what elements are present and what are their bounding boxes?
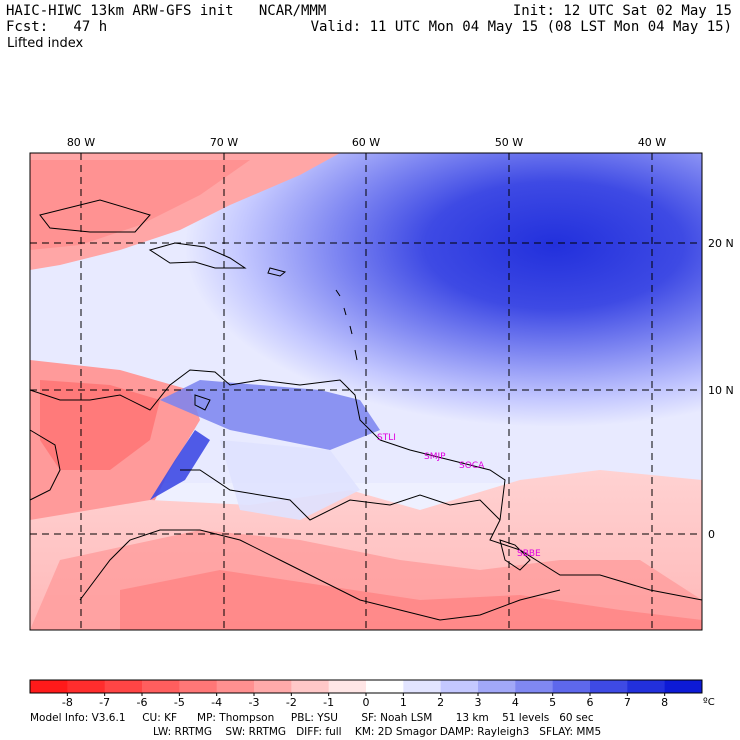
colorbar-swatch [403, 680, 442, 693]
colorbar-swatch [366, 680, 404, 693]
colorbar-swatch [104, 680, 143, 693]
colorbar-tick-label: 3 [475, 696, 482, 709]
colorbar-tick-label: -8 [62, 696, 73, 709]
footer-physics-info: LW: RRTMG SW: RRTMG DIFF: full KM: 2D Sm… [153, 726, 602, 738]
colorbar-swatch [515, 680, 554, 693]
lon-label-60w: 60 W [352, 136, 380, 149]
colorbar-tick-label: 6 [587, 696, 594, 709]
colorbar-swatch [328, 680, 367, 693]
lon-label-50w: 50 W [495, 136, 523, 149]
colorbar-swatch [552, 680, 591, 693]
colorbar-tick-label: -3 [249, 696, 260, 709]
colorbar-tick-label: -6 [137, 696, 148, 709]
colorbar-tick-label: 0 [363, 696, 370, 709]
colorbar [29, 679, 703, 694]
lon-label-40w: 40 W [638, 136, 666, 149]
forecast-hour: Fcst: 47 h [6, 19, 108, 35]
model-title: HAIC-HIWC 13km ARW-GFS init NCAR/MMM [6, 3, 327, 19]
lat-label-20n: 20 N [708, 237, 734, 250]
colorbar-swatch [254, 680, 292, 693]
field-name: Lifted index [7, 36, 84, 51]
site-labels: STLI SMJP SOCA SBBE [377, 433, 541, 559]
lon-label-80w: 80 W [67, 136, 95, 149]
colorbar-swatch [664, 680, 703, 693]
colorbar-swatch [179, 680, 218, 693]
site-label-soca: SOCA [459, 461, 485, 471]
colorbar-swatch [216, 680, 255, 693]
colorbar-tick-label: -1 [323, 696, 334, 709]
lat-lon-grid [30, 153, 702, 630]
colorbar-tick-label: 7 [624, 696, 631, 709]
colorbar-tick-label: 4 [512, 696, 519, 709]
longitude-labels: 80 W 70 W 60 W 50 W 40 W [67, 136, 666, 149]
colorbar-tick-label: 2 [437, 696, 444, 709]
colorbar-tick-label: -7 [99, 696, 110, 709]
colorbar-unit: ºC [703, 697, 715, 708]
footer-model-info: Model Info: V3.6.1 CU: KF MP: Thompson P… [30, 712, 594, 724]
site-label-smjp: SMJP [424, 452, 446, 462]
colorbar-tick-label: -5 [174, 696, 185, 709]
valid-time: Valid: 11 UTC Mon 04 May 15 (08 LST Mon … [310, 19, 732, 35]
init-time: Init: 12 UTC Sat 02 May 15 [512, 3, 732, 19]
lon-label-70w: 70 W [210, 136, 238, 149]
colorbar-swatch [627, 680, 666, 693]
lifted-index-field [30, 153, 702, 630]
colorbar-swatch [142, 680, 180, 693]
coastlines [29, 199, 703, 621]
colorbar-swatch [30, 680, 68, 693]
colorbar-tick-label: 8 [661, 696, 668, 709]
colorbar-swatch [478, 680, 516, 693]
colorbar-swatch [590, 680, 628, 693]
latitude-labels: 20 N 10 N 0 [708, 237, 734, 541]
site-label-stli: STLI [377, 433, 396, 443]
lat-label-0: 0 [708, 528, 715, 541]
colorbar-tick-label: -2 [286, 696, 297, 709]
map-frame [29, 152, 703, 631]
site-label-sbbe: SBBE [517, 549, 541, 559]
colorbar-tick-label: 5 [549, 696, 556, 709]
colorbar-swatch [291, 680, 330, 693]
colorbar-swatch [440, 680, 479, 693]
colorbar-swatch [67, 680, 106, 693]
colorbar-ticks: -8 -7 -6 -5 -4 -3 -2 -1 0 1 2 3 4 5 6 7 8 [62, 693, 668, 709]
colorbar-tick-label: 1 [400, 696, 407, 709]
lat-label-10n: 10 N [708, 384, 734, 397]
colorbar-tick-label: -4 [211, 696, 222, 709]
